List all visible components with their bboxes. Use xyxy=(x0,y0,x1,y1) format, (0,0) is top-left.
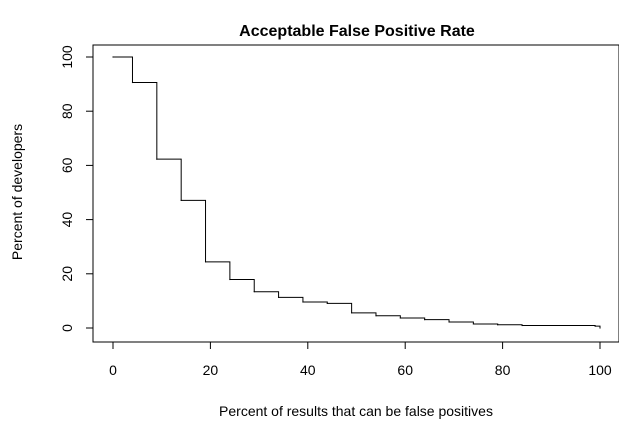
data-point xyxy=(204,261,207,263)
data-point xyxy=(424,318,426,321)
x-tick-label: 20 xyxy=(203,362,219,378)
data-point xyxy=(472,323,474,325)
y-tick-label: 0 xyxy=(59,324,75,332)
data-point xyxy=(594,325,596,327)
x-tick-label: 80 xyxy=(495,362,511,378)
x-tick-label: 0 xyxy=(109,362,117,378)
data-point xyxy=(229,278,231,281)
data-point xyxy=(375,315,377,317)
data-point xyxy=(497,324,499,326)
x-axis: 0 20 40 60 80 100 xyxy=(109,341,612,378)
data-point xyxy=(253,291,255,293)
y-tick-label: 80 xyxy=(59,103,75,119)
data-point xyxy=(399,317,401,319)
y-axis: 0 20 40 60 80 100 xyxy=(59,45,94,332)
series-layer xyxy=(112,56,601,329)
data-point xyxy=(180,199,182,201)
y-axis-label: Percent of developers xyxy=(9,124,25,260)
data-point xyxy=(521,324,523,327)
x-tick-label: 40 xyxy=(300,362,316,378)
x-axis-label: Percent of results that can be false pos… xyxy=(219,403,493,419)
x-tick-label: 60 xyxy=(397,362,413,378)
data-point xyxy=(599,327,601,329)
data-point xyxy=(277,296,280,298)
plot-area-border xyxy=(92,44,619,343)
y-tick-label: 100 xyxy=(59,45,75,69)
data-point xyxy=(326,302,328,304)
y-tick-label: 60 xyxy=(59,157,75,173)
data-point xyxy=(156,158,158,160)
chart-title: Acceptable False Positive Rate xyxy=(239,23,475,40)
y-tick-label: 40 xyxy=(59,212,75,228)
data-point xyxy=(112,56,114,58)
data-point xyxy=(131,81,134,84)
data-point xyxy=(351,312,353,314)
series-line xyxy=(113,56,601,328)
data-point xyxy=(448,321,450,323)
x-tick-label: 100 xyxy=(588,362,612,378)
y-tick-label: 20 xyxy=(59,266,75,282)
data-point xyxy=(302,301,304,303)
